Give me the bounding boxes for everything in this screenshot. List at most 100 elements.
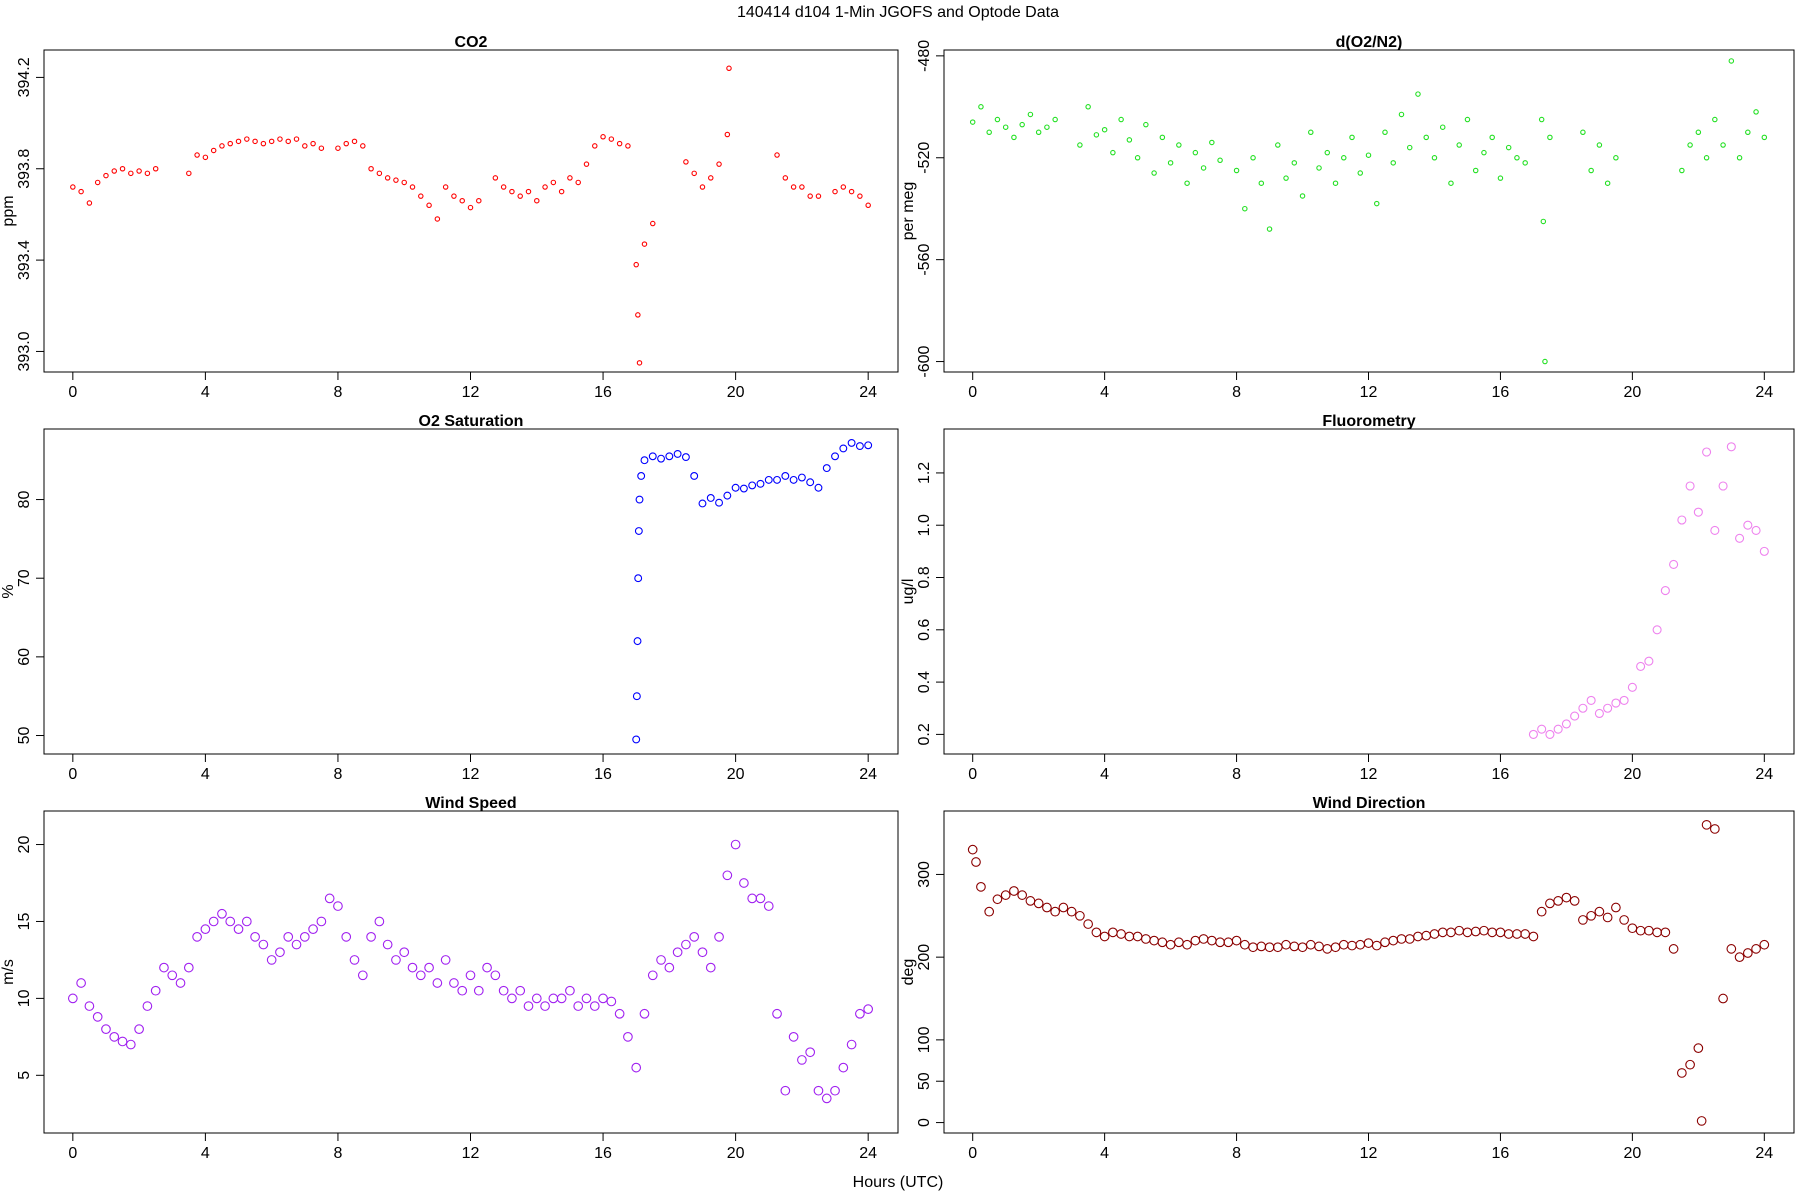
data-point — [969, 119, 976, 125]
x-tick-label: 4 — [201, 766, 210, 783]
x-axis-label: Hours (UTC) — [853, 1174, 944, 1191]
data-point — [640, 456, 649, 465]
data-point — [1677, 1068, 1687, 1078]
data-point — [1258, 180, 1265, 186]
x-tick-label: 8 — [333, 384, 342, 401]
data-point — [648, 452, 657, 461]
data-point — [277, 136, 283, 142]
y-tick-label: 393.0 — [16, 331, 33, 371]
data-point — [1126, 137, 1133, 143]
data-point — [1751, 525, 1761, 535]
data-point — [1660, 586, 1670, 596]
plot-frame — [43, 810, 899, 1134]
data-point — [424, 962, 434, 973]
data-point — [399, 947, 410, 958]
data-point — [1745, 129, 1751, 136]
data-point — [333, 901, 343, 911]
data-point — [690, 472, 699, 480]
data-point — [633, 637, 642, 646]
data-point — [268, 138, 275, 145]
data-point — [763, 901, 774, 911]
data-point — [623, 1031, 633, 1042]
data-point — [1547, 134, 1553, 141]
data-point — [1266, 226, 1273, 232]
data-point — [324, 893, 335, 904]
data-point — [1604, 180, 1611, 186]
data-point — [673, 449, 682, 458]
x-tick-label: 12 — [1360, 384, 1378, 401]
data-point — [716, 161, 722, 167]
data-point — [1118, 116, 1124, 123]
data-point — [283, 931, 294, 942]
data-point — [1522, 160, 1528, 166]
data-point — [1726, 442, 1736, 452]
data-point — [774, 152, 780, 158]
data-point — [714, 931, 724, 942]
x-tick-label: 24 — [859, 1145, 877, 1162]
data-point — [183, 962, 194, 973]
data-point — [863, 1004, 874, 1015]
data-point — [1702, 447, 1712, 457]
data-point — [647, 970, 658, 981]
data-point — [1586, 910, 1596, 921]
data-point — [341, 931, 352, 942]
x-tick-label: 24 — [859, 766, 877, 783]
data-point — [978, 104, 984, 110]
data-point — [855, 1008, 865, 1019]
data-point — [790, 184, 797, 190]
data-point — [515, 985, 526, 996]
data-point — [357, 970, 368, 981]
data-point — [689, 931, 700, 942]
data-point — [780, 1085, 791, 1096]
data-point — [697, 947, 708, 958]
data-point — [1718, 481, 1728, 491]
data-point — [807, 193, 813, 199]
data-point — [799, 184, 805, 190]
data-point — [128, 170, 134, 177]
data-point — [310, 140, 316, 147]
data-point — [144, 170, 151, 177]
y-tick-label: 1.0 — [916, 514, 933, 536]
data-point — [1099, 931, 1110, 942]
data-point — [698, 499, 707, 508]
data-point — [1720, 142, 1726, 148]
data-point — [1742, 948, 1753, 958]
data-point — [1652, 625, 1662, 635]
data-point — [608, 136, 615, 142]
data-point — [839, 444, 848, 453]
data-point — [708, 175, 714, 181]
data-point — [111, 168, 118, 174]
data-point — [285, 138, 291, 145]
data-point — [1540, 218, 1547, 225]
data-point — [556, 993, 567, 1004]
data-point — [202, 154, 209, 161]
data-point — [598, 993, 608, 1004]
data-point — [1542, 358, 1548, 365]
data-point — [1603, 703, 1613, 713]
data-point — [1489, 134, 1495, 141]
data-point — [1398, 111, 1405, 118]
x-tick-label: 8 — [333, 1145, 342, 1162]
data-point — [1528, 931, 1539, 942]
data-point — [1464, 116, 1471, 123]
data-point — [705, 962, 716, 973]
data-point — [86, 200, 93, 206]
data-point — [1192, 149, 1199, 156]
data-point — [1083, 919, 1093, 929]
data-point — [1019, 121, 1025, 128]
data-point — [632, 735, 641, 744]
data-point — [1578, 915, 1588, 925]
data-point — [1553, 724, 1563, 734]
data-point — [1528, 729, 1538, 739]
panel-title: Wind Speed — [425, 795, 516, 812]
x-tick-label: 20 — [1623, 766, 1641, 783]
x-tick-label: 12 — [462, 766, 480, 783]
data-point — [967, 844, 978, 855]
data-point — [366, 931, 376, 942]
data-point — [1743, 520, 1753, 530]
data-point — [233, 924, 244, 935]
data-point — [1316, 165, 1322, 171]
y-tick-label: 60 — [16, 648, 33, 666]
data-point — [67, 993, 78, 1004]
data-point — [1735, 533, 1745, 543]
